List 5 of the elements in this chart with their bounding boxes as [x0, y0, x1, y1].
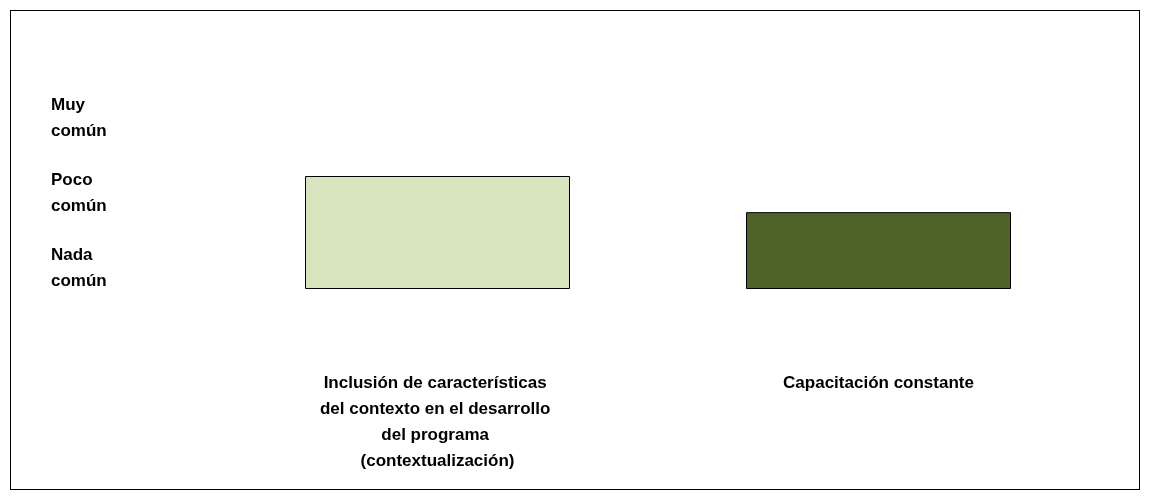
- x-tick-label: Inclusión de características del contexto en el desarrollo del programa (contextualización): [319, 372, 556, 470]
- text: Muy común: [51, 94, 107, 140]
- x-tick-label: Capacitación constante: [783, 372, 974, 392]
- text: Nada común: [51, 244, 107, 290]
- text: Poco común: [51, 169, 107, 215]
